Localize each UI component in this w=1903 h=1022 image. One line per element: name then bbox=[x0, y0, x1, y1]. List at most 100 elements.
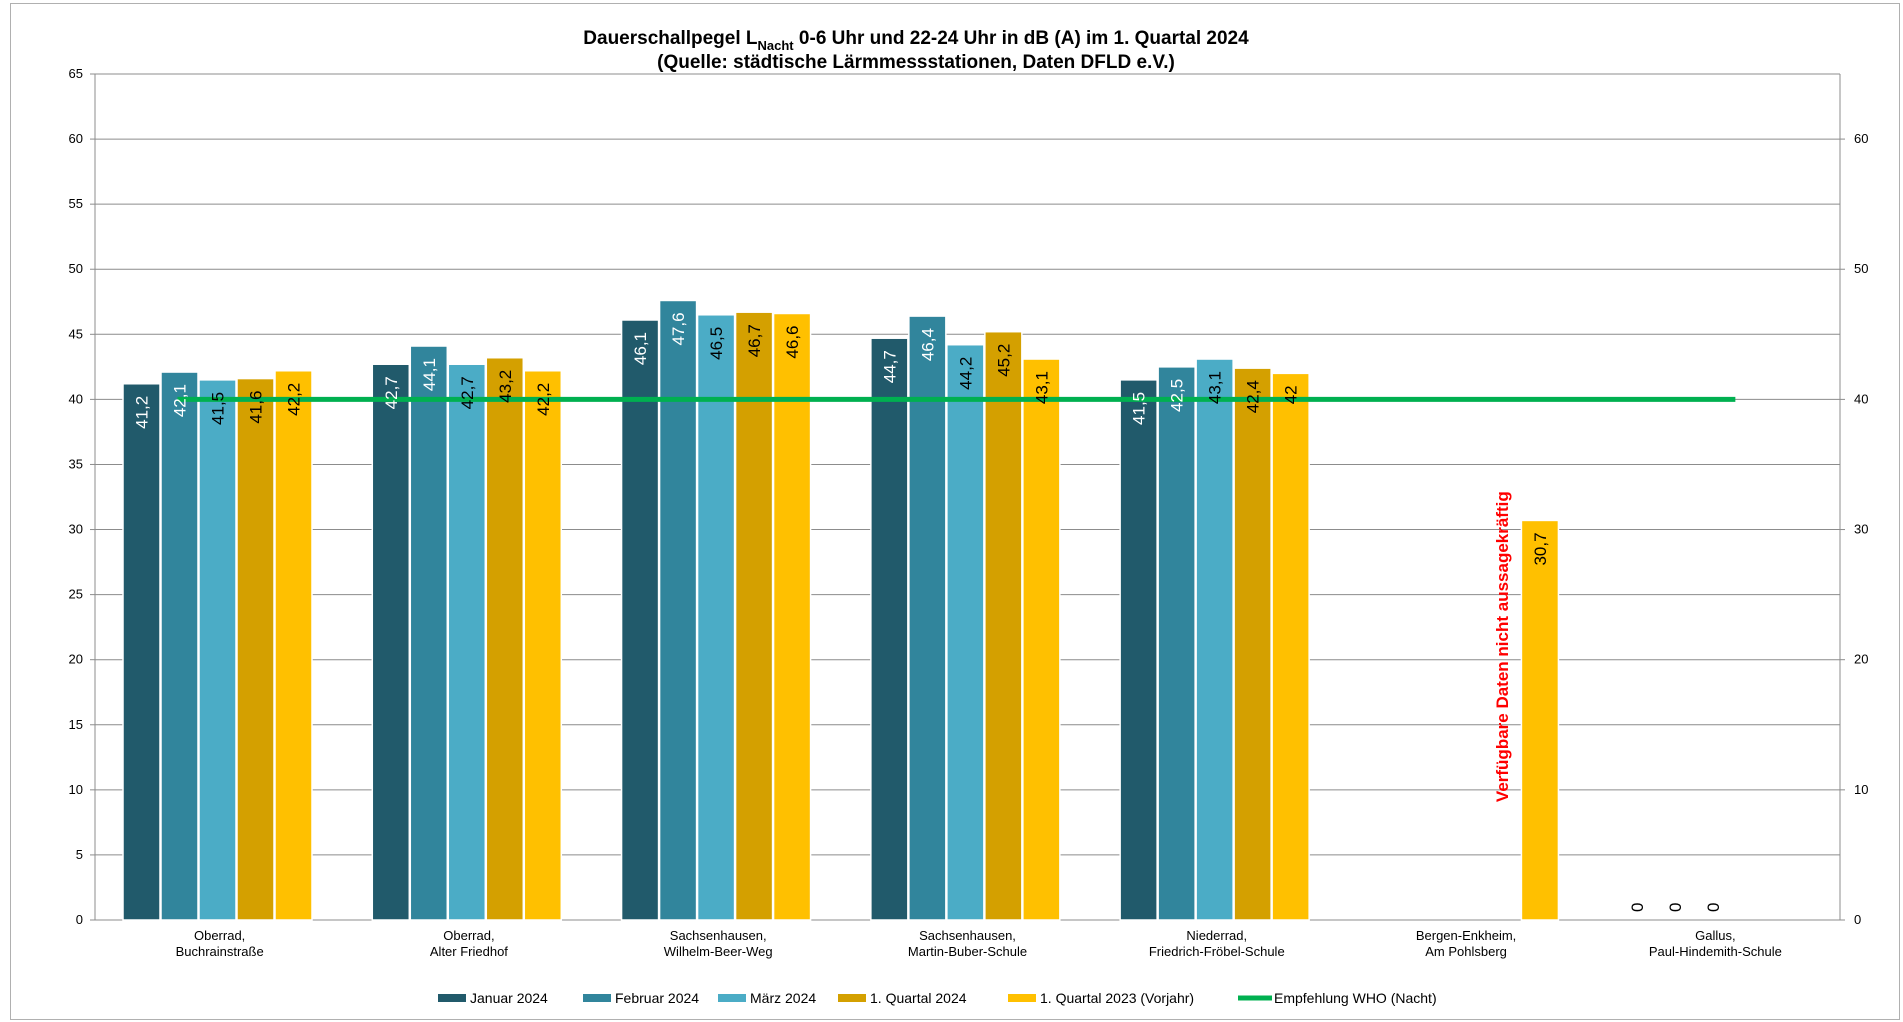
data-label: 44,7 bbox=[880, 350, 899, 383]
chart-title: Dauerschallpegel LNacht 0-6 Uhr und 22-2… bbox=[583, 28, 1249, 53]
bar bbox=[1157, 366, 1196, 921]
category-label: Am Pohlsberg bbox=[1425, 944, 1507, 959]
data-label: 30,7 bbox=[1531, 532, 1550, 565]
y-tick-label-right: 20 bbox=[1854, 652, 1868, 667]
data-label: 41,2 bbox=[133, 396, 152, 429]
data-label: 43,1 bbox=[1206, 371, 1225, 404]
legend-swatch bbox=[583, 994, 611, 1002]
data-label: 42,2 bbox=[534, 383, 553, 416]
data-label: 42,1 bbox=[171, 384, 190, 417]
bar bbox=[696, 314, 736, 921]
y-tick-label-right: 60 bbox=[1854, 131, 1868, 146]
data-label: 47,6 bbox=[669, 312, 688, 345]
y-tick-label-left: 40 bbox=[69, 391, 83, 406]
data-label: 0 bbox=[1666, 903, 1685, 912]
y-tick-label-left: 50 bbox=[69, 261, 83, 276]
bar bbox=[274, 370, 313, 921]
y-tick-label-left: 15 bbox=[69, 717, 83, 732]
bar bbox=[160, 371, 199, 921]
data-labels: 41,2 42,1 41,5 41,6 42,2 42,7 44,1 42,7 43,2 42,2… bbox=[133, 312, 1724, 912]
data-label: 0 bbox=[1628, 903, 1647, 912]
bar bbox=[447, 363, 487, 921]
legend-label: Januar 2024 bbox=[470, 990, 548, 1006]
data-label: 46,5 bbox=[707, 327, 726, 360]
category-label: Sachsenhausen, bbox=[919, 928, 1016, 943]
bars bbox=[122, 299, 1560, 921]
y-tick-label-right: 0 bbox=[1854, 912, 1861, 927]
category-label: Gallus, bbox=[1695, 928, 1735, 943]
category-label: Oberrad, bbox=[194, 928, 245, 943]
y-tick-label-left: 30 bbox=[69, 522, 83, 537]
chart-subtitle: (Quelle: städtische Lärmmessstationen, D… bbox=[657, 52, 1175, 73]
y-tick-label-left: 55 bbox=[69, 196, 83, 211]
data-label: 46,7 bbox=[745, 324, 764, 357]
legend-label: Empfehlung WHO (Nacht) bbox=[1274, 990, 1437, 1006]
data-label: 43,2 bbox=[496, 370, 515, 403]
legend-swatch bbox=[718, 994, 746, 1002]
y-tick-label-left: 65 bbox=[69, 66, 83, 81]
data-label: 46,4 bbox=[918, 328, 937, 361]
legend-label: März 2024 bbox=[750, 990, 816, 1006]
y-tick-label-left: 0 bbox=[76, 912, 83, 927]
bar bbox=[1119, 379, 1158, 921]
bar bbox=[658, 299, 698, 921]
bar bbox=[946, 343, 985, 921]
bar bbox=[870, 337, 909, 921]
bar bbox=[1233, 367, 1272, 921]
bar bbox=[772, 312, 812, 921]
data-label: 46,1 bbox=[631, 332, 650, 365]
data-label: 0 bbox=[1704, 903, 1723, 912]
annotation-text: Verfügbare Daten nicht aussagekräftig bbox=[1493, 491, 1512, 802]
bar bbox=[1022, 358, 1061, 921]
category-label: Friedrich-Fröbel-Schule bbox=[1149, 944, 1285, 959]
category-label: Bergen-Enkheim, bbox=[1416, 928, 1516, 943]
y-tick-label-left: 20 bbox=[69, 652, 83, 667]
data-label: 46,6 bbox=[783, 325, 802, 358]
data-label: 42,5 bbox=[1168, 379, 1187, 412]
data-label: 42 bbox=[1282, 385, 1301, 404]
data-label: 45,2 bbox=[994, 344, 1013, 377]
bar bbox=[1195, 358, 1234, 921]
bar bbox=[620, 319, 660, 921]
bar bbox=[734, 311, 774, 921]
y-tick-label-right: 50 bbox=[1854, 261, 1868, 276]
category-label: Sachsenhausen, bbox=[670, 928, 767, 943]
category-label: Alter Friedhof bbox=[430, 944, 508, 959]
bar bbox=[908, 315, 947, 921]
data-label: 41,6 bbox=[247, 391, 266, 424]
title-rest: 0-6 Uhr und 22-24 Uhr in dB (A) im 1. Qu… bbox=[794, 28, 1249, 49]
category-label: Oberrad, bbox=[443, 928, 494, 943]
y-tick-label-left: 5 bbox=[76, 847, 83, 862]
data-label: 43,1 bbox=[1032, 371, 1051, 404]
y-tick-label-left: 25 bbox=[69, 587, 83, 602]
bar bbox=[984, 330, 1023, 921]
data-label: 42,4 bbox=[1244, 380, 1263, 413]
y-tick-label-left: 35 bbox=[69, 456, 83, 471]
data-label: 42,7 bbox=[382, 376, 401, 409]
data-label: 42,2 bbox=[285, 383, 304, 416]
category-label: Paul-Hindemith-Schule bbox=[1649, 944, 1782, 959]
data-label: 41,5 bbox=[1130, 392, 1149, 425]
bar bbox=[122, 383, 161, 921]
data-label: 42,7 bbox=[458, 376, 477, 409]
bar bbox=[371, 363, 411, 921]
category-label: Niederrad, bbox=[1186, 928, 1247, 943]
y-tick-label-left: 60 bbox=[69, 131, 83, 146]
category-label: Buchrainstraße bbox=[176, 944, 264, 959]
legend-label: 1. Quartal 2023 (Vorjahr) bbox=[1040, 990, 1194, 1006]
category-label: Martin-Buber-Schule bbox=[908, 944, 1027, 959]
y-tick-label-right: 40 bbox=[1854, 391, 1868, 406]
category-label: Wilhelm-Beer-Weg bbox=[664, 944, 773, 959]
bar bbox=[409, 345, 449, 921]
bar bbox=[485, 356, 525, 921]
legend: Januar 2024 Februar 2024 März 2024 1. Quart… bbox=[438, 990, 1437, 1006]
bar bbox=[236, 377, 275, 921]
y-tick-label-left: 45 bbox=[69, 326, 83, 341]
legend-label: Februar 2024 bbox=[615, 990, 699, 1006]
y-tick-label-right: 30 bbox=[1854, 522, 1868, 537]
data-label: 44,2 bbox=[956, 357, 975, 390]
y-tick-label-left: 10 bbox=[69, 782, 83, 797]
title-subscript: Nacht bbox=[758, 38, 795, 53]
bar bbox=[198, 379, 237, 921]
